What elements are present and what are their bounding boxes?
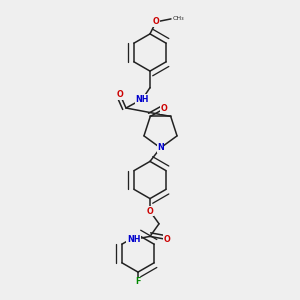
Text: O: O bbox=[117, 90, 123, 99]
Text: N: N bbox=[157, 143, 164, 152]
Text: O: O bbox=[163, 235, 170, 244]
Text: NH: NH bbox=[136, 94, 149, 103]
Text: NH: NH bbox=[127, 235, 140, 244]
Text: O: O bbox=[160, 104, 167, 113]
Text: O: O bbox=[153, 17, 159, 26]
Text: CH₃: CH₃ bbox=[172, 16, 184, 21]
Text: O: O bbox=[147, 207, 153, 216]
Text: F: F bbox=[135, 277, 141, 286]
